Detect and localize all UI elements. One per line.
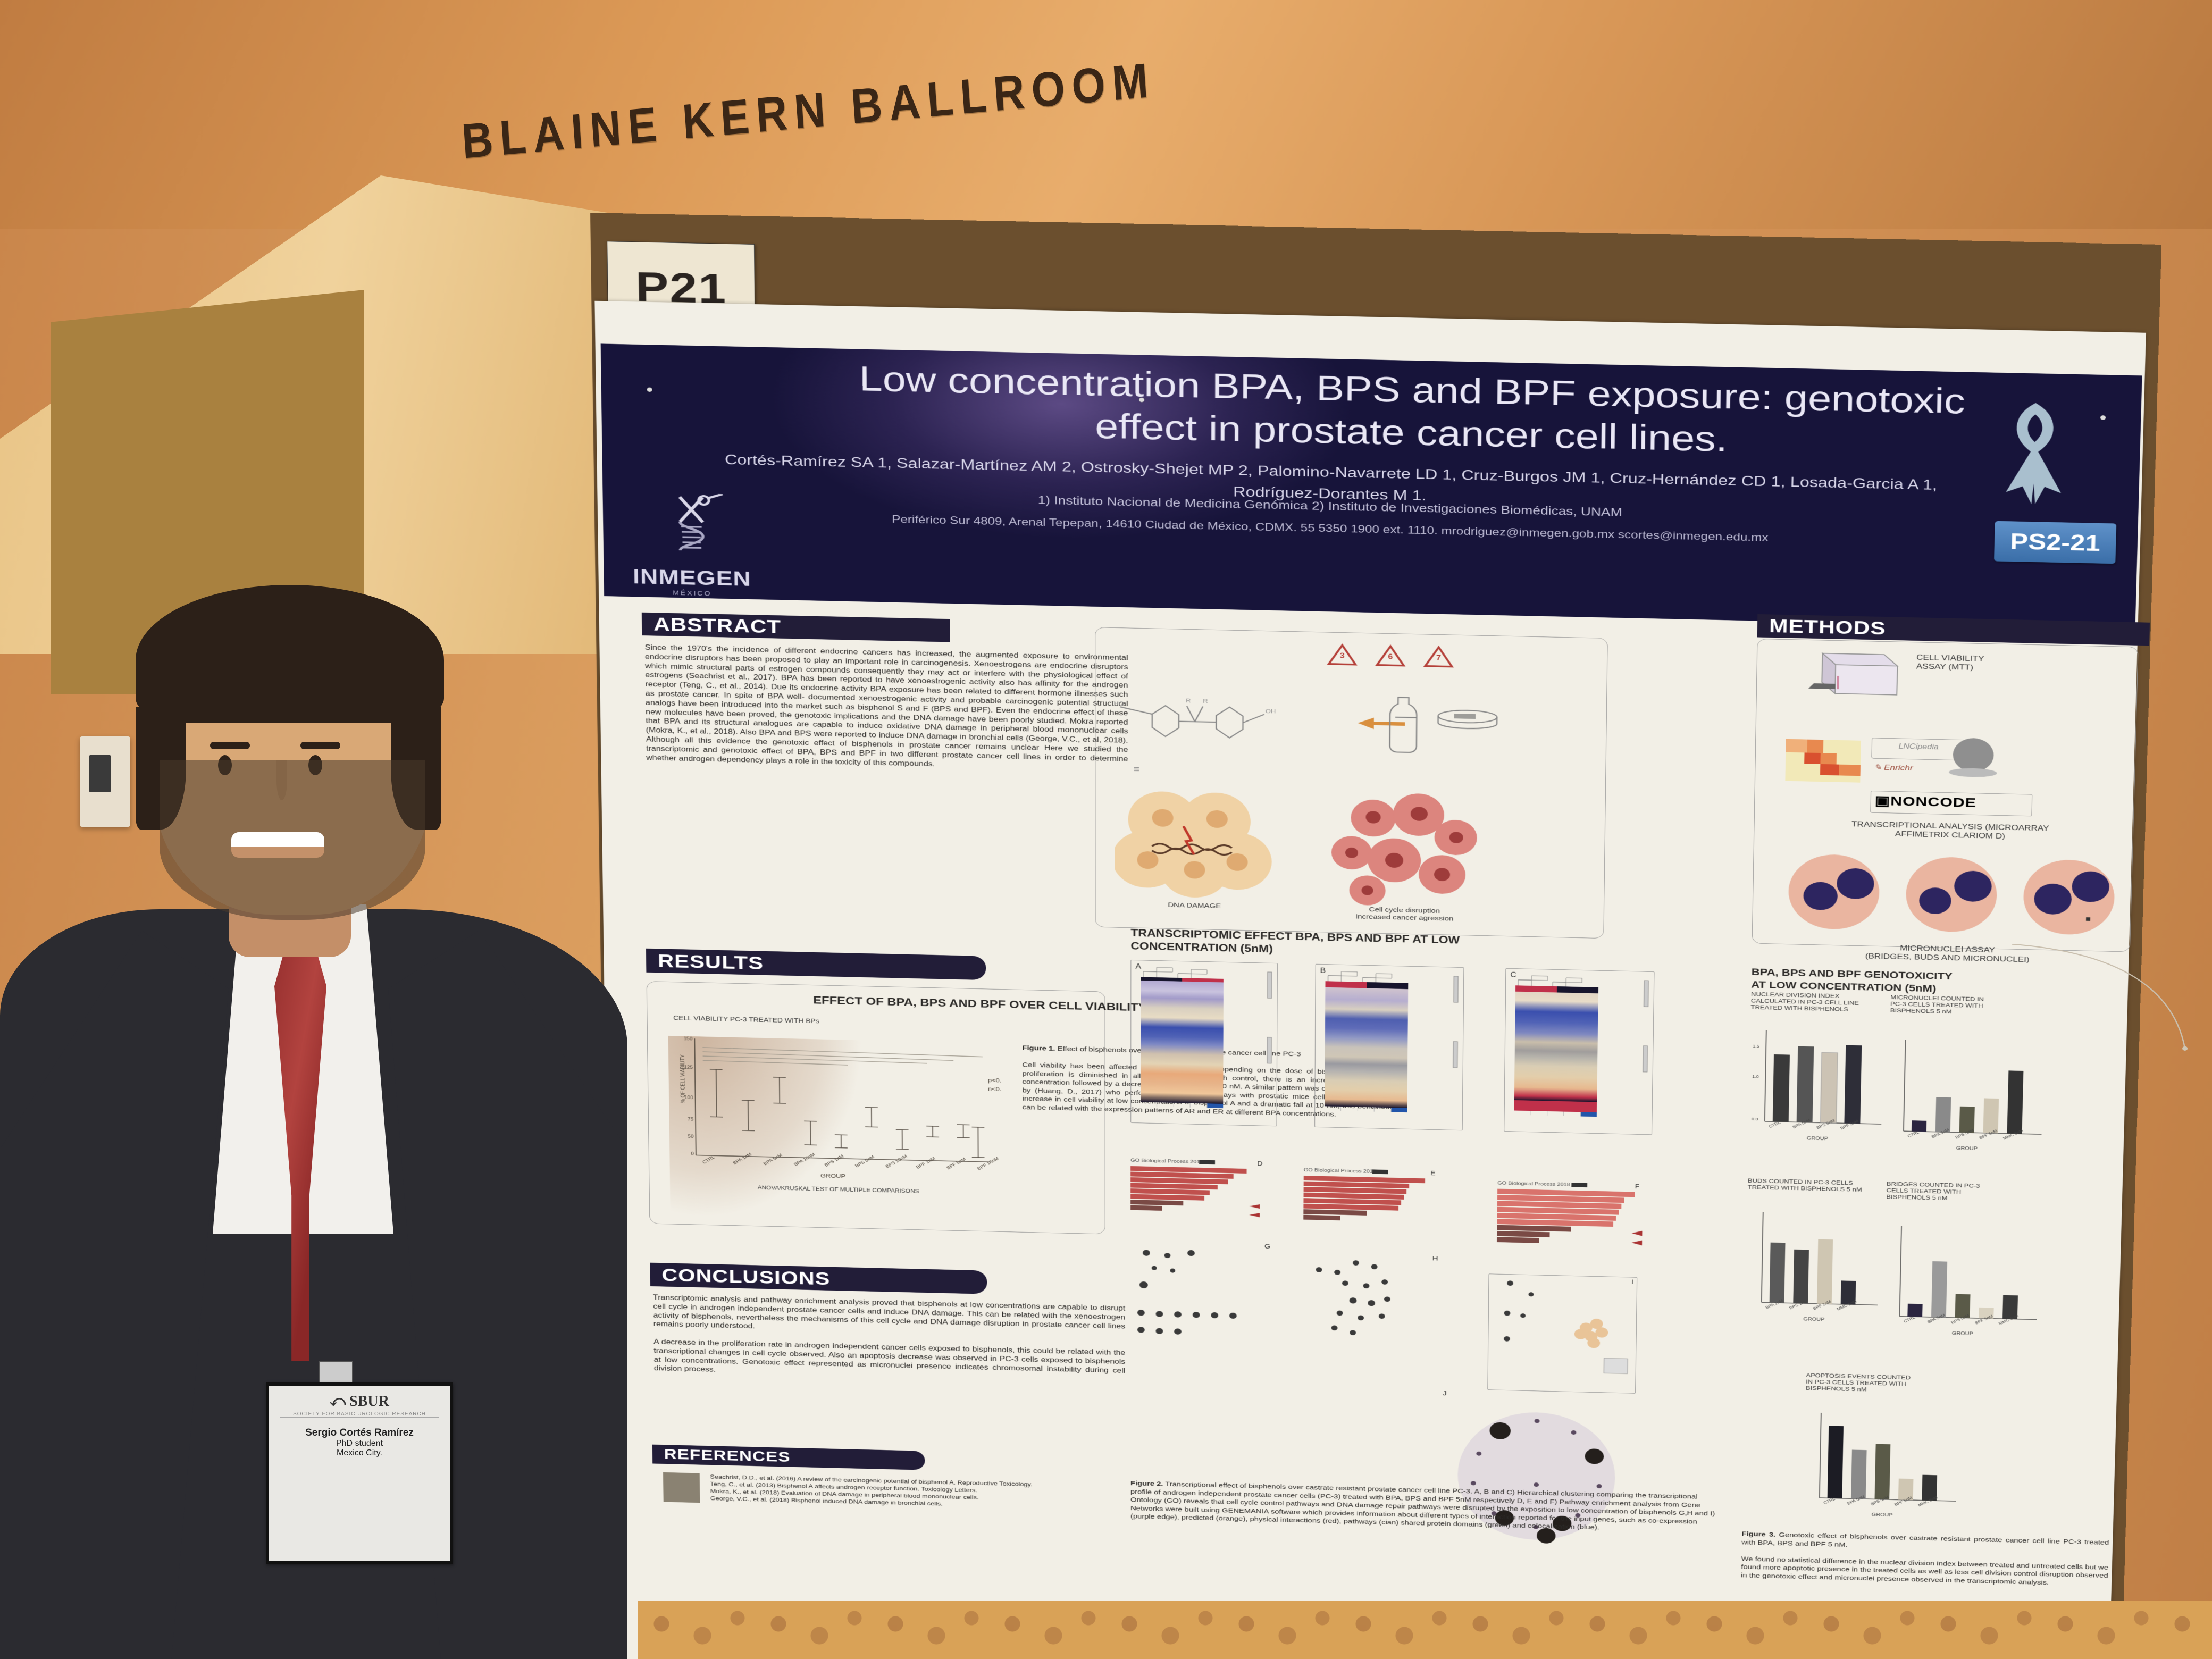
- svg-text:HO: HO: [1113, 700, 1124, 707]
- svg-text:OH: OH: [1266, 708, 1276, 715]
- svg-text:BPF 10nM: BPF 10nM: [976, 1156, 1000, 1171]
- svg-text:BPF 1nM: BPF 1nM: [915, 1156, 936, 1170]
- svg-text:150: 150: [684, 1036, 693, 1041]
- svg-text:GO Biological Process 2018: GO Biological Process 2018: [1130, 1158, 1203, 1165]
- svg-text:R: R: [1186, 697, 1191, 704]
- svg-text:n<0.05: n<0.05: [988, 1086, 1001, 1093]
- svg-text:GROUP: GROUP: [1952, 1331, 1973, 1336]
- svg-text:F: F: [1635, 1183, 1640, 1190]
- svg-text:1.0: 1.0: [1752, 1074, 1759, 1079]
- svg-text:GO Biological Process 2018: GO Biological Process 2018: [1304, 1168, 1377, 1175]
- svg-text:7: 7: [1436, 654, 1441, 662]
- svg-text:R: R: [1203, 698, 1208, 705]
- svg-text:BPS 10nM: BPS 10nM: [884, 1154, 908, 1169]
- svg-text:0: 0: [691, 1151, 694, 1156]
- svg-text:D: D: [1257, 1160, 1262, 1167]
- svg-text:p<0.0001: p<0.0001: [988, 1077, 1001, 1084]
- svg-text:GROUP: GROUP: [1956, 1146, 1978, 1151]
- svg-text:GROUP: GROUP: [820, 1172, 845, 1179]
- svg-text:J: J: [1443, 1389, 1447, 1397]
- svg-text:BPS 1nM: BPS 1nM: [824, 1154, 845, 1168]
- svg-text:BPF 5nM: BPF 5nM: [945, 1157, 967, 1170]
- svg-text:3: 3: [1340, 652, 1345, 660]
- svg-text:0.0: 0.0: [1752, 1117, 1758, 1121]
- svg-text:H: H: [1432, 1254, 1438, 1262]
- svg-text:% OF CELL VIABILITY: % OF CELL VIABILITY: [680, 1054, 686, 1103]
- svg-text:1.5: 1.5: [1753, 1044, 1759, 1049]
- svg-text:CTRL: CTRL: [701, 1155, 716, 1165]
- svg-text:BPS 5nM: BPS 5nM: [854, 1154, 875, 1168]
- svg-text:BPA 1nM: BPA 1nM: [732, 1152, 752, 1166]
- svg-text:BPA 5nM: BPA 5nM: [763, 1153, 783, 1167]
- svg-text:BPA 10nM: BPA 10nM: [793, 1152, 816, 1167]
- svg-text:GROUP: GROUP: [1803, 1317, 1824, 1322]
- svg-text:50: 50: [688, 1134, 693, 1139]
- svg-text:E: E: [1430, 1170, 1436, 1177]
- svg-text:6: 6: [1388, 653, 1393, 661]
- svg-text:75: 75: [688, 1117, 693, 1121]
- svg-text:GROUP: GROUP: [1807, 1136, 1828, 1141]
- svg-text:GROUP: GROUP: [1872, 1512, 1893, 1518]
- svg-text:GO Biological Process 2018: GO Biological Process 2018: [1497, 1181, 1570, 1188]
